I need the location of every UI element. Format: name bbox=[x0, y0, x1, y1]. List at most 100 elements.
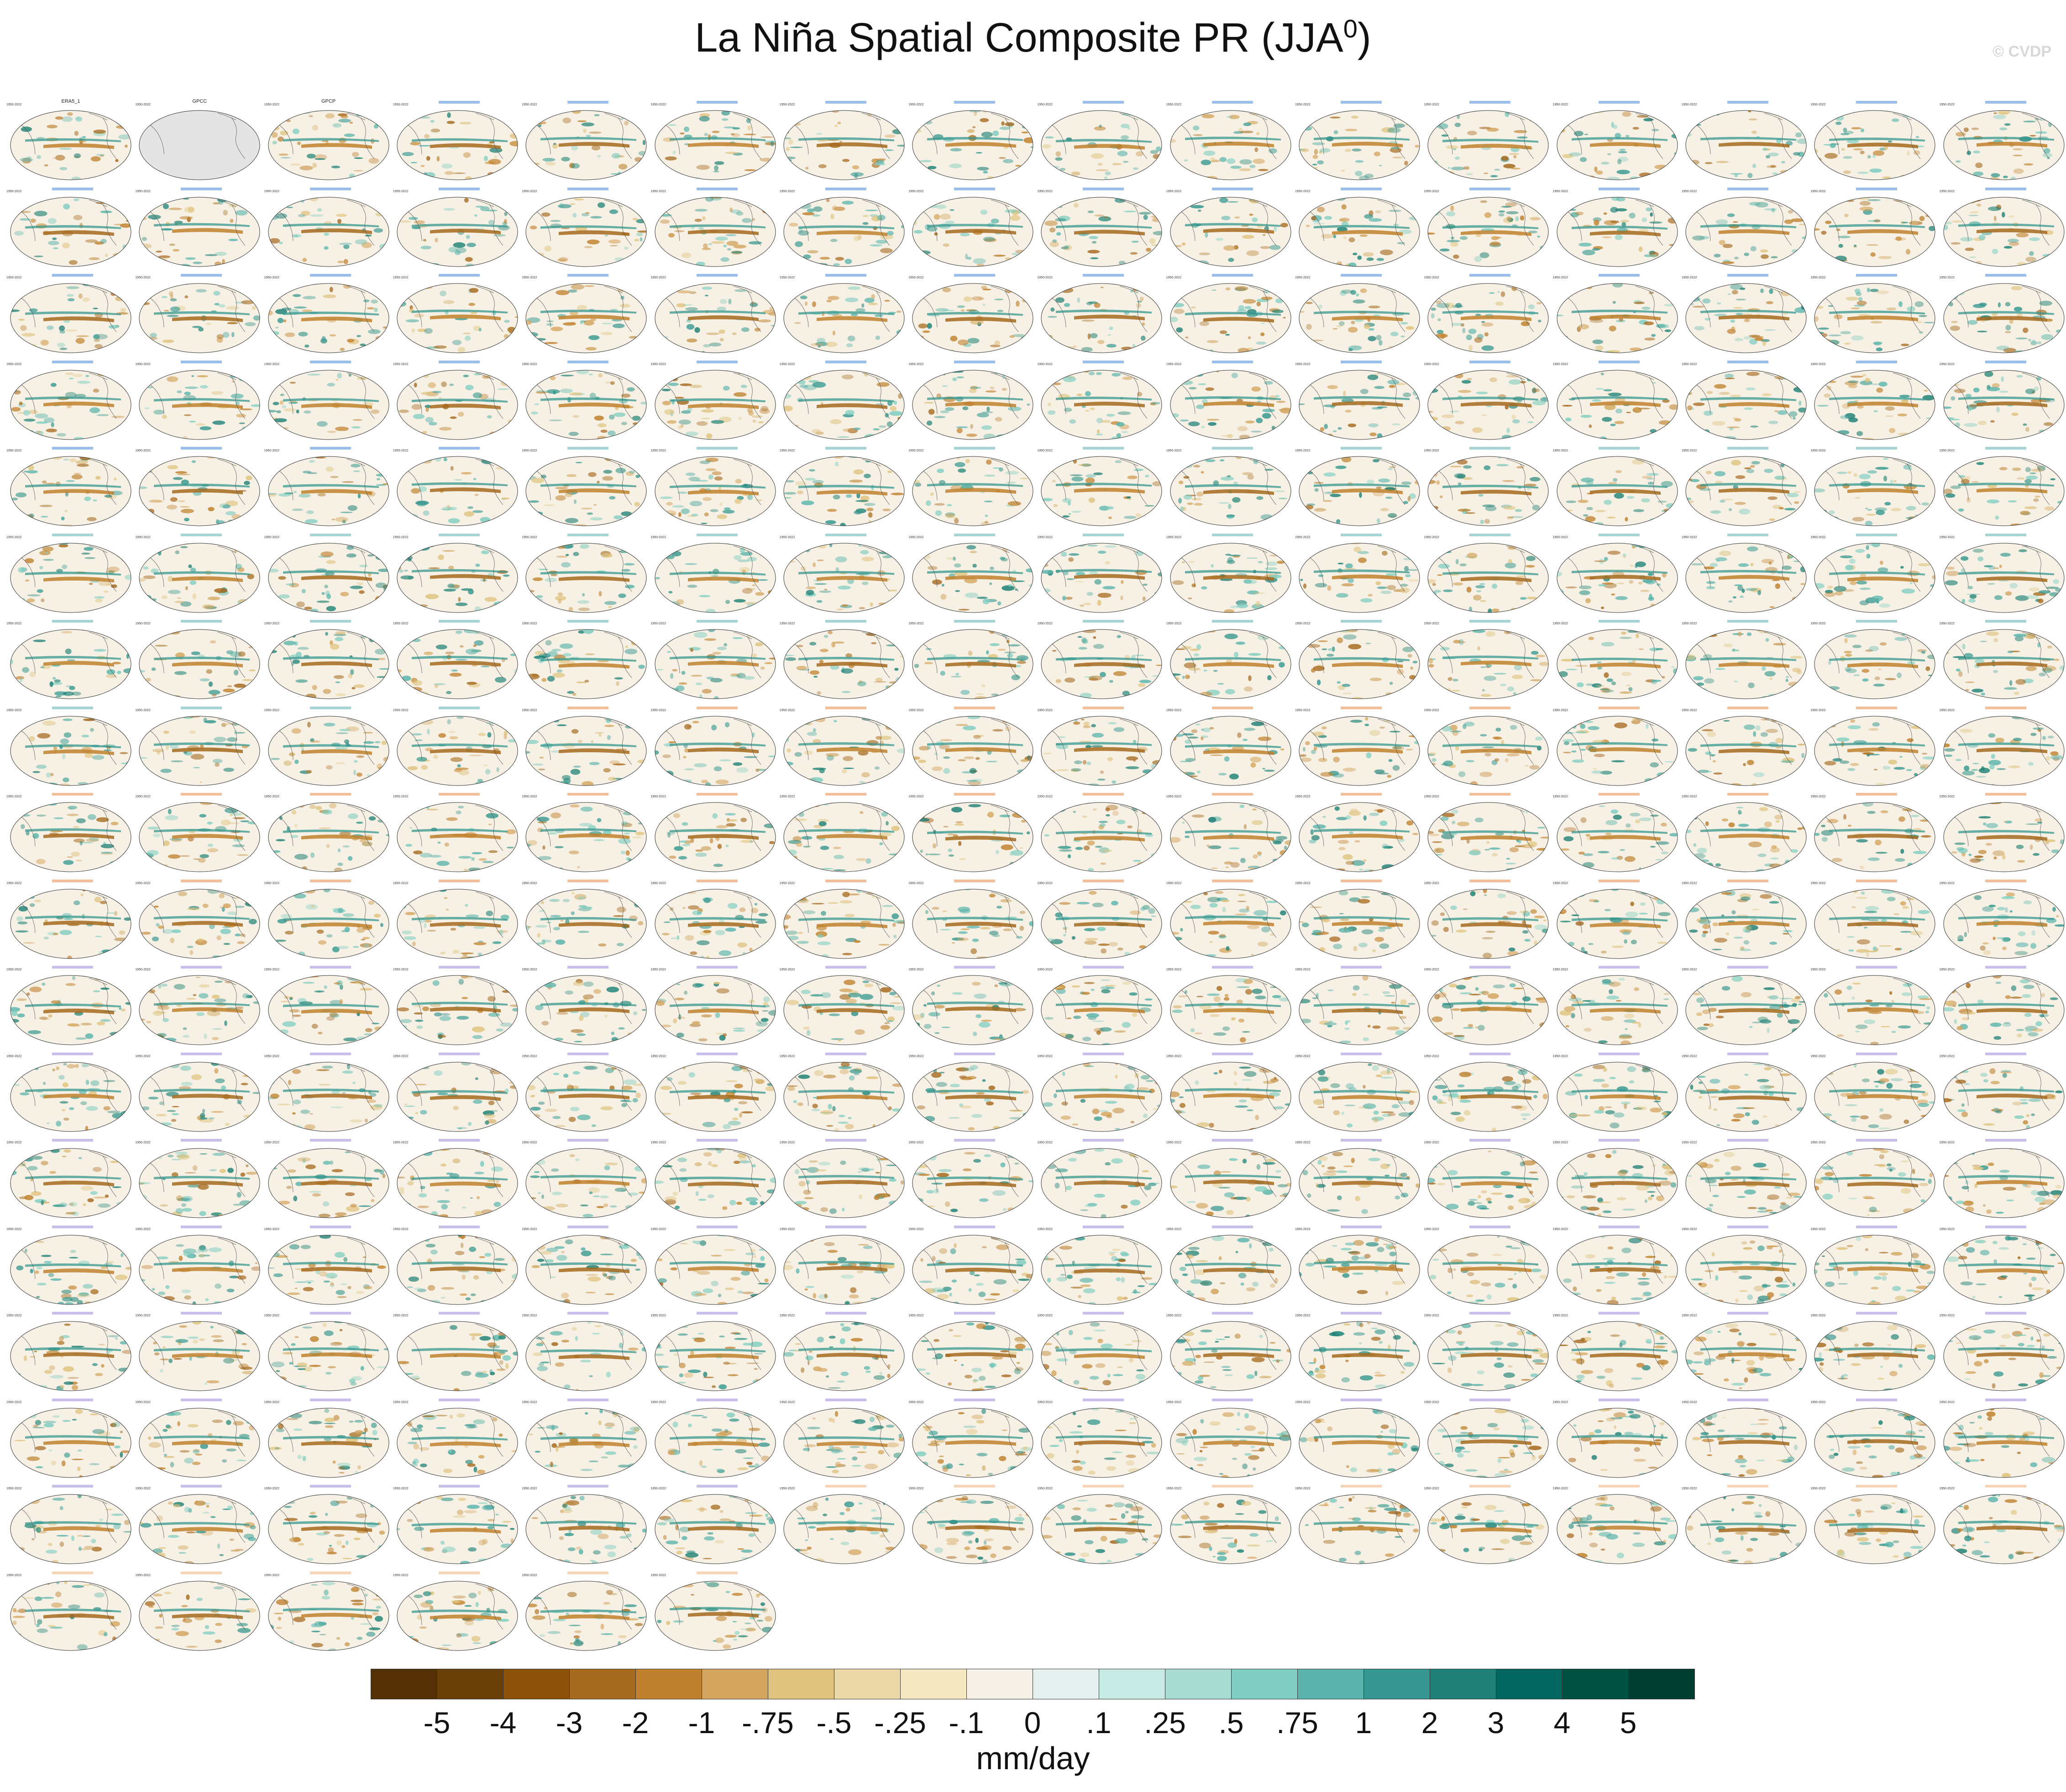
map-anomaly-blob bbox=[1170, 211, 1176, 214]
map-anomaly-blob bbox=[1205, 231, 1208, 238]
map-anomaly-blob bbox=[1829, 510, 1835, 514]
map-anomaly-blob bbox=[2015, 337, 2028, 340]
map-anomaly-blob bbox=[619, 163, 628, 170]
map-anomaly-blob bbox=[564, 492, 573, 498]
map-anomaly-blob bbox=[945, 220, 955, 224]
map-anomaly-blob bbox=[1460, 236, 1468, 240]
map-anomaly-blob bbox=[1135, 513, 1142, 518]
map-anomaly-blob bbox=[556, 290, 570, 295]
map-anomaly-blob bbox=[1104, 176, 1108, 179]
map-anomaly-blob bbox=[1687, 262, 1700, 267]
map-anomaly-blob bbox=[359, 343, 366, 346]
map-anomaly-blob bbox=[597, 423, 607, 427]
map-anomaly-blob bbox=[1237, 426, 1248, 431]
map-anomaly-blob bbox=[2053, 579, 2059, 584]
map-anomaly-blob bbox=[1405, 326, 1414, 330]
map-anomaly-blob bbox=[419, 263, 433, 267]
map-anomaly-blob bbox=[1972, 150, 1980, 154]
map-anomaly-blob bbox=[972, 126, 976, 128]
map-anomaly-blob bbox=[226, 306, 240, 310]
map-itcz-band bbox=[669, 224, 766, 228]
map-anomaly-blob bbox=[37, 431, 42, 433]
map-anomaly-blob bbox=[1201, 159, 1211, 165]
map-anomaly-blob bbox=[11, 550, 21, 553]
map-panel-plot bbox=[139, 370, 260, 440]
map-anomaly-blob bbox=[117, 519, 129, 525]
map-anomaly-blob bbox=[934, 415, 946, 418]
map-anomaly-blob bbox=[1054, 264, 1067, 267]
map-anomaly-blob bbox=[620, 283, 628, 287]
map-anomaly-blob bbox=[634, 238, 639, 241]
map-anomaly-blob bbox=[96, 154, 105, 156]
map-anomaly-blob bbox=[721, 110, 730, 116]
map-itcz-band bbox=[1056, 224, 1152, 229]
map-anomaly-blob bbox=[2007, 238, 2019, 243]
map-anomaly-blob bbox=[853, 469, 864, 475]
map-anomaly-blob bbox=[1322, 500, 1332, 502]
map-anomaly-blob bbox=[375, 546, 389, 550]
map-anomaly-blob bbox=[1254, 456, 1260, 460]
map-equatorial-band bbox=[559, 314, 630, 321]
map-anomaly-blob bbox=[984, 500, 993, 503]
map-anomaly-blob bbox=[1245, 579, 1257, 584]
map-anomaly-blob bbox=[1360, 388, 1369, 394]
map-anomaly-blob bbox=[349, 173, 355, 179]
map-anomaly-blob bbox=[1955, 132, 1966, 137]
map-panel-plot bbox=[525, 370, 647, 440]
map-anomaly-blob bbox=[73, 198, 79, 201]
map-anomaly-blob bbox=[733, 555, 742, 560]
map-anomaly-blob bbox=[373, 307, 378, 312]
map-anomaly-blob bbox=[1946, 566, 1955, 570]
map-anomaly-blob bbox=[1540, 173, 1549, 178]
map-anomaly-blob bbox=[886, 231, 894, 236]
map-anomaly-blob bbox=[981, 522, 990, 526]
map-anomaly-blob bbox=[624, 121, 629, 126]
map-anomaly-blob bbox=[481, 550, 489, 554]
map-anomaly-blob bbox=[1952, 169, 1959, 173]
map-anomaly-blob bbox=[1728, 600, 1733, 603]
map-anomaly-blob bbox=[312, 685, 317, 690]
map-anomaly-blob bbox=[1557, 335, 1568, 339]
map-anomaly-blob bbox=[1774, 476, 1786, 480]
map-anomaly-blob bbox=[1775, 583, 1780, 589]
map-anomaly-blob bbox=[340, 511, 353, 513]
map-anomaly-blob bbox=[1889, 428, 1896, 433]
map-anomaly-blob bbox=[1178, 481, 1184, 484]
map-anomaly-blob bbox=[1715, 161, 1729, 163]
map-anomaly-blob bbox=[792, 343, 798, 347]
map-anomaly-blob bbox=[1651, 456, 1655, 459]
map-anomaly-blob bbox=[1133, 167, 1139, 170]
map-anomaly-blob bbox=[197, 375, 209, 377]
map-anomaly-blob bbox=[698, 595, 710, 597]
map-anomaly-blob bbox=[268, 409, 277, 413]
map-anomaly-blob bbox=[955, 590, 960, 592]
map-anomaly-blob bbox=[504, 517, 515, 521]
map-anomaly-blob bbox=[273, 401, 279, 405]
map-anomaly-blob bbox=[44, 417, 55, 423]
map-anomaly-blob bbox=[1968, 262, 1972, 267]
map-anomaly-blob bbox=[1048, 410, 1056, 414]
map-anomaly-blob bbox=[1521, 283, 1534, 286]
map-anomaly-blob bbox=[1101, 419, 1111, 423]
map-anomaly-blob bbox=[1353, 546, 1361, 552]
map-anomaly-blob bbox=[458, 597, 461, 602]
map-anomaly-blob bbox=[940, 410, 949, 413]
map-anomaly-blob bbox=[65, 372, 74, 375]
map-anomaly-blob bbox=[1363, 252, 1374, 257]
map-anomaly-blob bbox=[339, 347, 345, 351]
map-anomaly-blob bbox=[686, 338, 697, 343]
map-anomaly-blob bbox=[1124, 516, 1137, 519]
map-anomaly-blob bbox=[41, 598, 45, 602]
map-anomaly-blob bbox=[1181, 561, 1185, 563]
map-anomaly-blob bbox=[701, 409, 714, 413]
map-anomaly-blob bbox=[1274, 490, 1285, 492]
map-anomaly-blob bbox=[148, 607, 152, 611]
map-anomaly-blob bbox=[347, 505, 357, 511]
map-anomaly-blob bbox=[162, 595, 168, 599]
map-anomaly-blob bbox=[966, 433, 977, 437]
map-anomaly-blob bbox=[325, 466, 334, 472]
map-anomaly-blob bbox=[1876, 290, 1889, 294]
map-anomaly-blob bbox=[1254, 147, 1258, 152]
map-anomaly-blob bbox=[655, 550, 661, 555]
map-anomaly-blob bbox=[880, 434, 888, 436]
